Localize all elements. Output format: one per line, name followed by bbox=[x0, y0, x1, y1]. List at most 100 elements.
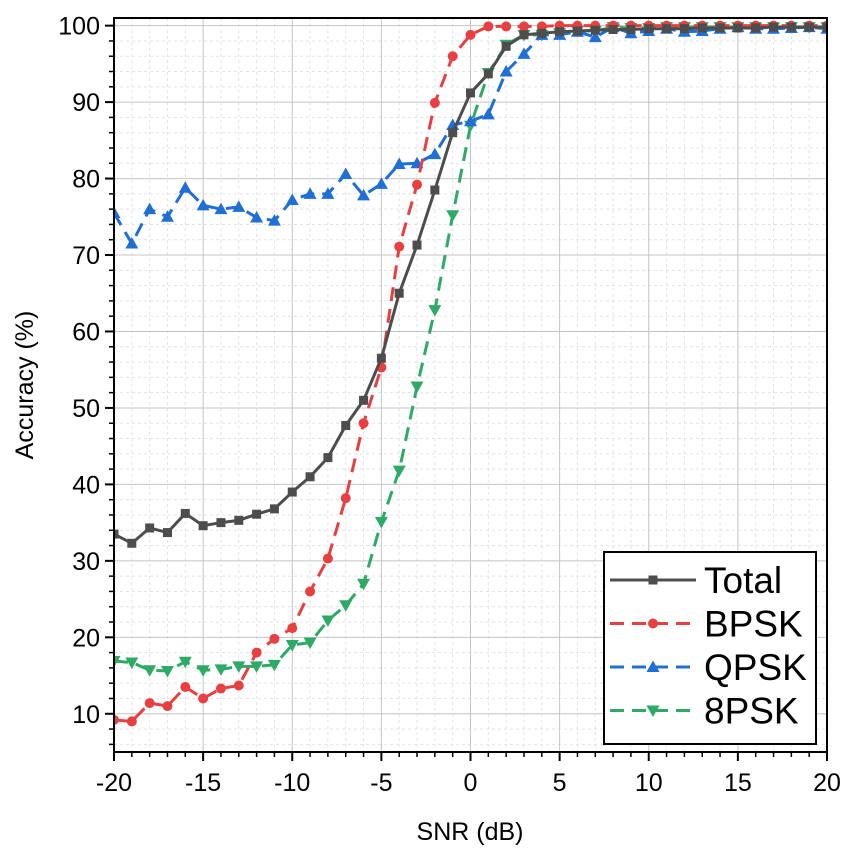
data-point-qpsk bbox=[464, 114, 477, 127]
data-point-8psk bbox=[267, 659, 281, 672]
x-tick-label: 15 bbox=[724, 769, 752, 797]
data-point-total bbox=[341, 421, 351, 431]
data-point-total bbox=[733, 23, 743, 33]
legend-marker-qpsk bbox=[646, 660, 660, 672]
data-point-qpsk bbox=[499, 65, 513, 77]
data-point-bpsk bbox=[162, 701, 173, 712]
y-tick-label: 20 bbox=[72, 624, 100, 652]
data-point-8psk bbox=[285, 639, 299, 652]
data-point-8psk bbox=[339, 600, 353, 612]
y-tick-label: 100 bbox=[58, 13, 100, 41]
data-point-8psk bbox=[392, 465, 406, 478]
data-point-8psk bbox=[321, 615, 335, 627]
data-point-8psk bbox=[410, 381, 424, 394]
data-point-total bbox=[430, 185, 440, 195]
data-point-total bbox=[323, 453, 333, 463]
data-point-total bbox=[769, 22, 779, 32]
data-point-total bbox=[679, 24, 689, 34]
data-point-qpsk bbox=[267, 214, 281, 226]
data-point-8psk bbox=[446, 210, 460, 222]
data-point-8psk bbox=[160, 665, 174, 678]
data-point-qpsk bbox=[588, 30, 602, 43]
data-point-qpsk bbox=[196, 198, 210, 211]
x-tick-label: -10 bbox=[274, 769, 310, 797]
data-point-total bbox=[359, 395, 369, 405]
data-point-total bbox=[483, 69, 493, 79]
data-point-total bbox=[376, 353, 386, 363]
series-line-bpsk bbox=[114, 24, 827, 723]
data-point-8psk bbox=[214, 664, 228, 676]
data-point-total bbox=[466, 88, 475, 98]
x-tick-label: 20 bbox=[813, 769, 841, 797]
data-point-qpsk bbox=[250, 211, 264, 223]
x-axis-title: SNR (dB) bbox=[417, 818, 524, 846]
y-tick-label: 50 bbox=[72, 395, 100, 423]
data-point-total bbox=[127, 538, 137, 548]
tick-labels: -20 -15 -10 -5 0 5 10 15 20 10 20 30 40 50 60 70 80 90 100 bbox=[58, 13, 841, 797]
series-layer bbox=[114, 20, 827, 727]
x-tick-label: -15 bbox=[185, 769, 221, 797]
data-point-8psk bbox=[143, 665, 157, 677]
data-point-qpsk bbox=[232, 200, 246, 212]
y-axis-title: Accuracy (%) bbox=[11, 311, 39, 460]
data-point-qpsk bbox=[392, 157, 406, 170]
data-point-total bbox=[626, 24, 636, 34]
data-point-qpsk bbox=[339, 167, 353, 179]
legend-label-qpsk: QPSK bbox=[704, 647, 807, 688]
data-point-total bbox=[715, 23, 725, 33]
data-point-total bbox=[555, 27, 565, 37]
data-point-8psk bbox=[196, 665, 210, 677]
data-point-total bbox=[145, 523, 155, 533]
y-tick-label: 90 bbox=[72, 89, 100, 117]
data-point-qpsk bbox=[285, 193, 299, 205]
data-point-bpsk bbox=[233, 680, 244, 691]
data-point-bpsk bbox=[287, 623, 298, 634]
y-tick-label: 60 bbox=[72, 318, 100, 346]
legend-label-8psk: 8PSK bbox=[704, 691, 799, 732]
data-point-total bbox=[786, 22, 796, 32]
data-point-total bbox=[572, 26, 582, 36]
data-point-bpsk bbox=[180, 682, 191, 693]
data-point-total bbox=[519, 30, 529, 40]
data-point-qpsk bbox=[357, 188, 371, 201]
data-point-bpsk bbox=[198, 693, 209, 704]
data-point-bpsk bbox=[394, 241, 405, 252]
data-point-total bbox=[501, 41, 511, 51]
data-point-bpsk bbox=[126, 716, 137, 727]
legend-label-total: Total bbox=[704, 560, 782, 601]
y-tick-label: 30 bbox=[72, 548, 100, 576]
data-point-bpsk bbox=[144, 698, 155, 709]
y-tick-label: 70 bbox=[72, 242, 100, 270]
data-point-qpsk bbox=[517, 47, 531, 59]
data-point-qpsk bbox=[481, 107, 495, 120]
x-tick-label: 5 bbox=[553, 769, 567, 797]
legend-marker-total bbox=[648, 575, 658, 585]
data-point-bpsk bbox=[483, 21, 494, 32]
x-tick-label: -20 bbox=[96, 769, 132, 797]
data-point-total bbox=[162, 528, 172, 538]
legend-marker-8psk bbox=[646, 705, 660, 717]
x-tick-label: -5 bbox=[370, 769, 392, 797]
data-point-total bbox=[804, 22, 814, 32]
data-point-8psk bbox=[374, 516, 388, 529]
data-point-qpsk bbox=[428, 147, 442, 160]
data-point-bpsk bbox=[465, 29, 476, 40]
data-point-bpsk bbox=[215, 683, 226, 694]
data-point-total bbox=[537, 28, 547, 38]
data-point-total bbox=[448, 128, 458, 138]
data-point-8psk bbox=[357, 578, 371, 591]
data-point-qpsk bbox=[178, 181, 192, 193]
data-point-bpsk bbox=[518, 21, 529, 32]
data-point-8psk bbox=[303, 637, 317, 650]
data-point-8psk bbox=[232, 661, 246, 673]
axis-ticks bbox=[105, 24, 828, 761]
data-point-8psk bbox=[250, 661, 264, 673]
data-point-bpsk bbox=[322, 553, 333, 564]
data-point-bpsk bbox=[305, 586, 316, 597]
data-point-total bbox=[394, 288, 404, 298]
data-point-total bbox=[287, 487, 297, 497]
data-point-bpsk bbox=[501, 21, 512, 32]
data-point-total bbox=[305, 472, 315, 482]
